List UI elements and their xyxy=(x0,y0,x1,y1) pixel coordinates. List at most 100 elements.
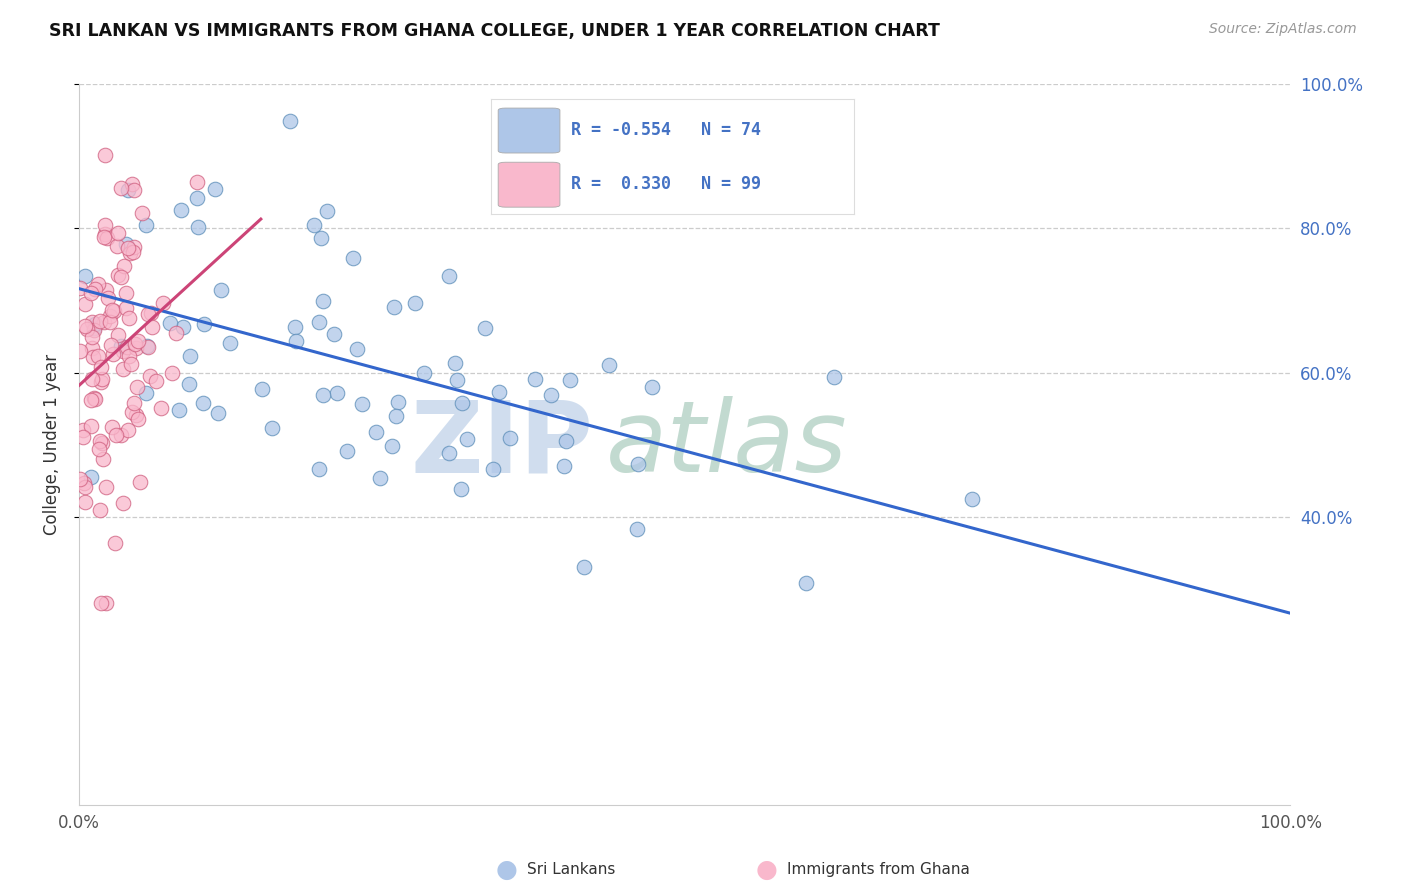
Point xyxy=(125,408,148,422)
Point xyxy=(558,373,581,387)
Point xyxy=(96,479,118,493)
Point xyxy=(72,430,94,444)
Point xyxy=(437,268,460,283)
Point xyxy=(451,395,474,409)
Point xyxy=(80,470,103,484)
Point xyxy=(120,245,142,260)
Point xyxy=(191,396,214,410)
Point xyxy=(364,425,387,439)
Point xyxy=(482,462,505,476)
Point xyxy=(94,283,117,297)
Point xyxy=(311,293,333,308)
Point xyxy=(553,459,575,474)
Point xyxy=(90,596,112,610)
Point xyxy=(437,446,460,460)
Point xyxy=(103,303,125,318)
Point xyxy=(135,386,157,401)
Point xyxy=(540,388,562,402)
Point xyxy=(323,326,346,341)
Point xyxy=(84,317,107,331)
Point xyxy=(107,327,129,342)
Text: ●: ● xyxy=(755,858,778,881)
Point xyxy=(141,320,163,334)
Point xyxy=(387,394,409,409)
Point xyxy=(105,428,128,442)
Point xyxy=(641,379,664,393)
Point xyxy=(122,244,145,259)
Point xyxy=(122,396,145,410)
Point xyxy=(100,315,122,329)
Point xyxy=(72,476,94,491)
Point xyxy=(382,300,405,314)
Point xyxy=(474,321,496,335)
Point xyxy=(115,301,138,315)
Point xyxy=(136,307,159,321)
Point xyxy=(316,203,339,218)
Point xyxy=(83,320,105,334)
Point xyxy=(209,283,232,297)
Point xyxy=(112,259,135,273)
Point xyxy=(456,432,478,446)
Point xyxy=(73,494,96,508)
Point xyxy=(124,337,146,351)
Point xyxy=(326,386,349,401)
Point xyxy=(450,482,472,496)
Point xyxy=(404,296,426,310)
Point xyxy=(186,175,208,189)
Point xyxy=(117,240,139,254)
Point xyxy=(117,423,139,437)
Point xyxy=(87,442,110,456)
Point xyxy=(186,191,208,205)
Point xyxy=(94,148,117,162)
Point xyxy=(73,480,96,494)
Point xyxy=(83,392,105,406)
Point xyxy=(80,419,103,434)
Point xyxy=(89,434,111,449)
Point xyxy=(308,462,330,476)
Point xyxy=(179,377,201,392)
Point xyxy=(87,277,110,292)
Point xyxy=(627,458,650,472)
Point xyxy=(69,343,91,358)
Point xyxy=(75,269,97,284)
Point xyxy=(83,391,105,405)
Point xyxy=(93,315,115,329)
Point xyxy=(69,280,91,294)
Point xyxy=(131,206,153,220)
Point xyxy=(80,286,103,301)
Point xyxy=(91,436,114,450)
Point xyxy=(107,268,129,283)
Text: SRI LANKAN VS IMMIGRANTS FROM GHANA COLLEGE, UNDER 1 YEAR CORRELATION CHART: SRI LANKAN VS IMMIGRANTS FROM GHANA COLL… xyxy=(49,22,941,40)
Point xyxy=(91,452,114,467)
Point xyxy=(110,270,132,285)
Point xyxy=(98,309,121,323)
Point xyxy=(90,375,112,389)
Point xyxy=(111,495,134,509)
Point xyxy=(117,183,139,197)
Text: atlas: atlas xyxy=(606,396,848,493)
Point xyxy=(446,373,468,387)
Point xyxy=(120,357,142,371)
Point xyxy=(69,472,91,486)
Point xyxy=(311,387,333,401)
Point xyxy=(114,237,136,252)
Point xyxy=(309,231,332,245)
Point xyxy=(308,315,330,329)
Point xyxy=(250,382,273,396)
Point xyxy=(207,406,229,420)
Point xyxy=(145,374,167,388)
Point xyxy=(124,341,146,355)
Text: ●: ● xyxy=(495,858,517,881)
Point xyxy=(187,220,209,235)
Point xyxy=(96,231,118,245)
Point xyxy=(346,342,368,356)
Point xyxy=(89,360,111,375)
Point xyxy=(278,114,301,128)
Point xyxy=(124,183,146,197)
Point xyxy=(72,423,94,437)
Point xyxy=(381,439,404,453)
Text: Immigrants from Ghana: Immigrants from Ghana xyxy=(787,863,970,877)
Point xyxy=(107,226,129,240)
Point xyxy=(111,362,134,376)
Point xyxy=(94,218,117,232)
